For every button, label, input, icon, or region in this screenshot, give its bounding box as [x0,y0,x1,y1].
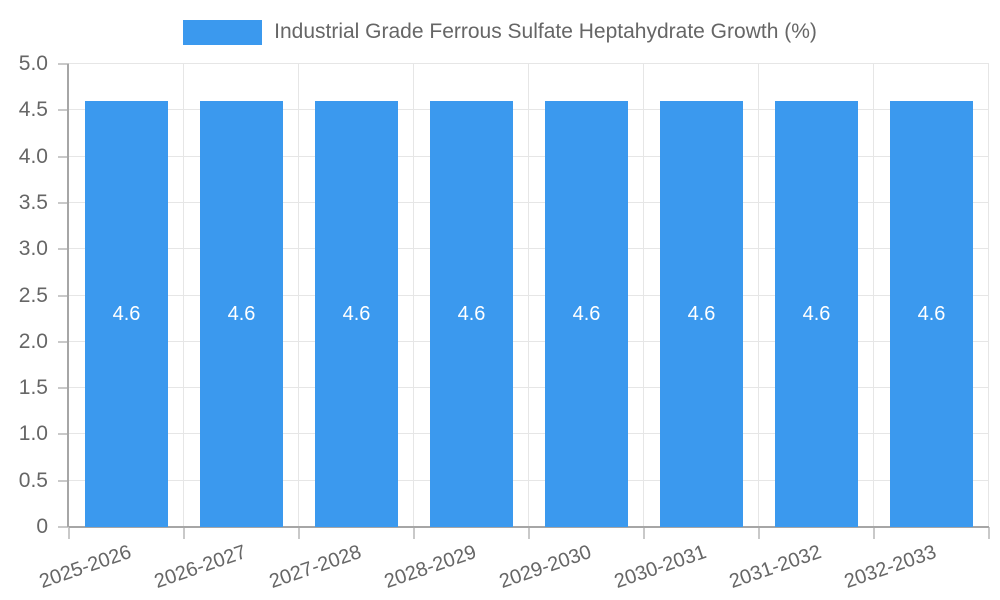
gridline-vertical [643,64,644,527]
bar[interactable]: 4.6 [775,101,858,527]
y-axis-tick [58,294,69,297]
gridline-vertical [298,64,299,527]
gridline-vertical [988,64,989,527]
bar-value-label: 4.6 [112,303,141,325]
gridline-horizontal [69,433,989,435]
y-axis-tick [58,63,69,65]
gridline-horizontal [69,340,989,342]
y-axis-tick [58,387,69,390]
y-axis-tick-label: 1.0 [18,422,48,446]
gridline-horizontal [69,201,989,203]
gridline-horizontal [69,155,989,157]
y-axis-tick [58,155,69,158]
bar-value-label: 4.6 [342,303,371,325]
y-axis-tick [58,433,69,436]
x-axis-tick [643,527,645,539]
y-axis-tick-label: 2.0 [18,329,48,353]
y-axis-tick-label: 0 [36,515,48,538]
x-axis-line [69,526,989,528]
bar[interactable]: 4.6 [85,101,168,527]
legend-label: Industrial Grade Ferrous Sulfate Heptahy… [274,20,817,43]
y-axis-tick-label: 3.0 [18,237,48,261]
gridline-horizontal [69,294,989,296]
x-axis-tick [988,527,990,539]
y-axis-tick-label: 4.0 [18,144,48,168]
gridline-vertical [873,64,874,527]
y-axis-tick [58,109,69,112]
x-axis-tick [413,527,415,539]
legend-swatch-icon [183,19,263,45]
bar-value-label: 4.6 [802,303,831,325]
x-axis-tick [183,527,185,539]
y-axis-tick-label: 1.5 [18,376,48,400]
x-axis-tick [758,527,760,539]
bar[interactable]: 4.6 [545,101,628,527]
y-axis-tick [58,479,69,482]
gridline-vertical [183,64,184,527]
bar-value-label: 4.6 [457,303,486,325]
y-axis-tick-label: 2.5 [18,283,48,307]
bar[interactable]: 4.6 [430,101,513,527]
y-axis-tick [58,340,69,343]
y-axis-tick-label: 0.5 [18,468,48,492]
bar-value-label: 4.6 [227,303,256,325]
gridline-vertical [528,64,529,527]
gridline-horizontal [69,387,989,389]
x-axis-tick [528,527,530,539]
bar[interactable]: 4.6 [890,101,973,527]
legend-item[interactable]: Industrial Grade Ferrous Sulfate Heptahy… [183,19,817,45]
chart-legend: Industrial Grade Ferrous Sulfate Heptahy… [0,12,1000,52]
x-axis-tick [873,527,875,539]
gridline-horizontal [69,109,989,111]
y-axis-tick [58,526,69,528]
y-axis-tick-label: 3.5 [18,190,48,214]
gridline-vertical [413,64,414,527]
x-axis-tick [298,527,300,539]
gridline-horizontal [69,63,989,64]
gridline-horizontal [69,248,989,250]
y-axis-tick [58,201,69,204]
y-axis-tick-label: 4.5 [18,98,48,122]
x-axis-tick [68,527,70,539]
bar-value-label: 4.6 [687,303,716,325]
bar[interactable]: 4.6 [200,101,283,527]
y-axis-tick [58,248,69,251]
bar[interactable]: 4.6 [315,101,398,527]
bar[interactable]: 4.6 [660,101,743,527]
y-axis-line [67,64,69,527]
gridline-vertical [758,64,759,527]
bar-value-label: 4.6 [572,303,601,325]
bar-value-label: 4.6 [917,303,946,325]
gridline-horizontal [69,479,989,481]
y-axis-tick-label: 5.0 [18,52,48,75]
